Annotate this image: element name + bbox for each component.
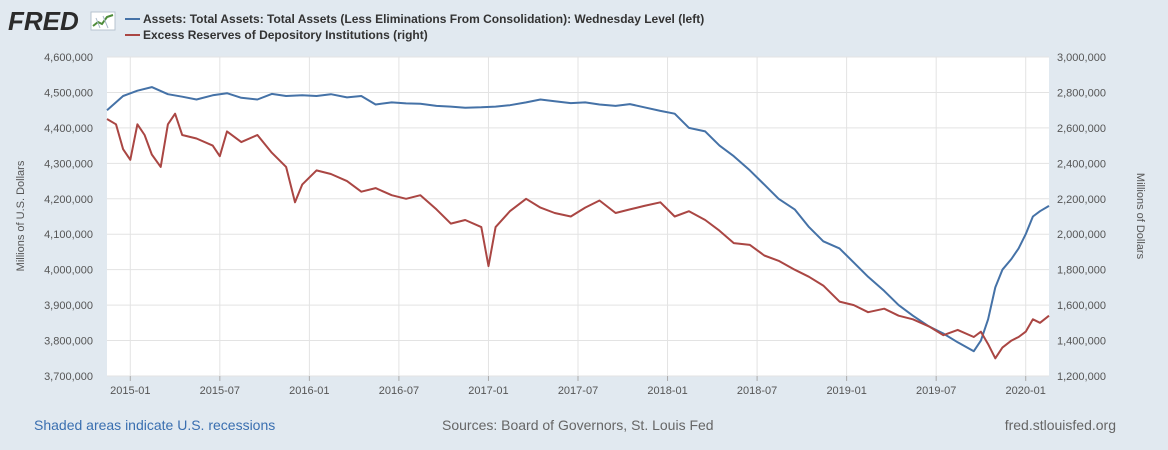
grid: [107, 56, 1049, 377]
legend-item-reserves[interactable]: Excess Reserves of Depository Institutio…: [125, 28, 428, 42]
right-tick-label: 2,800,000: [1057, 87, 1106, 99]
right-tick-label: 1,800,000: [1057, 265, 1106, 277]
x-tick-label: 2020-01: [1006, 385, 1046, 397]
series-lines: [106, 86, 1050, 360]
series-line-assets[interactable]: [106, 86, 1050, 353]
fred-site-link[interactable]: fred.stlouisfed.org: [1004, 417, 1116, 433]
legend-item-assets[interactable]: Assets: Total Assets: Total Assets (Less…: [125, 12, 704, 26]
x-tick-label: 2019-07: [916, 385, 956, 397]
x-tick-label: 2017-07: [558, 385, 598, 397]
right-tick-label: 1,600,000: [1057, 300, 1106, 312]
left-tick-label: 4,300,000: [44, 158, 93, 170]
x-tick-label: 2017-01: [468, 385, 508, 397]
left-tick-label: 4,200,000: [44, 194, 93, 206]
left-tick-label: 4,000,000: [44, 265, 93, 277]
left-tick-label: 3,900,000: [44, 300, 93, 312]
right-axis-ticks: 1,200,000 1,400,000 1,600,000 1,800,000 2,00…: [1057, 52, 1106, 383]
x-tick-label: 2016-07: [379, 385, 419, 397]
left-axis-title: Millions of U.S. Dollars: [15, 160, 27, 271]
x-tick-label: 2015-07: [200, 385, 240, 397]
legend-label-reserves: Excess Reserves of Depository Institutio…: [143, 28, 428, 42]
right-tick-label: 2,200,000: [1057, 194, 1106, 206]
right-tick-label: 1,400,000: [1057, 336, 1106, 348]
right-tick-label: 2,400,000: [1057, 158, 1106, 170]
recession-note-link[interactable]: Shaded areas indicate U.S. recessions: [34, 417, 276, 433]
x-tick-label: 2016-01: [289, 385, 329, 397]
left-tick-label: 3,800,000: [44, 336, 93, 348]
x-tick-label: 2018-07: [737, 385, 777, 397]
chart-icon: [90, 11, 116, 31]
x-tick-label: 2015-01: [110, 385, 150, 397]
left-tick-label: 4,600,000: [44, 52, 93, 64]
fred-logo-text: FRED: [8, 6, 79, 36]
legend-label-assets: Assets: Total Assets: Total Assets (Less…: [143, 12, 704, 26]
left-tick-label: 4,400,000: [44, 123, 93, 135]
series-line-reserves[interactable]: [106, 112, 1050, 360]
legend: Assets: Total Assets: Total Assets (Less…: [125, 12, 704, 42]
right-tick-label: 1,200,000: [1057, 371, 1106, 383]
right-tick-label: 2,600,000: [1057, 123, 1106, 135]
left-tick-label: 4,500,000: [44, 87, 93, 99]
x-tick-label: 2018-01: [647, 385, 687, 397]
left-tick-label: 3,700,000: [44, 371, 93, 383]
left-axis-ticks: 3,700,000 3,800,000 3,900,000 4,000,000 4,10…: [44, 52, 93, 383]
sources-text: Sources: Board of Governors, St. Louis F…: [442, 417, 714, 433]
x-tick-label: 2019-01: [826, 385, 866, 397]
left-tick-label: 4,100,000: [44, 229, 93, 241]
fred-logo[interactable]: FRED: [8, 6, 116, 36]
right-axis-title: Millions of Dollars: [1134, 173, 1146, 260]
right-tick-label: 3,000,000: [1057, 52, 1106, 64]
x-axis-ticks: 2015-01 2015-07 2016-01 2016-07 2017-01 2017-…: [110, 376, 1046, 397]
chart: FRED Assets: Total Assets: Total Assets …: [8, 6, 1146, 397]
right-tick-label: 2,000,000: [1057, 229, 1106, 241]
